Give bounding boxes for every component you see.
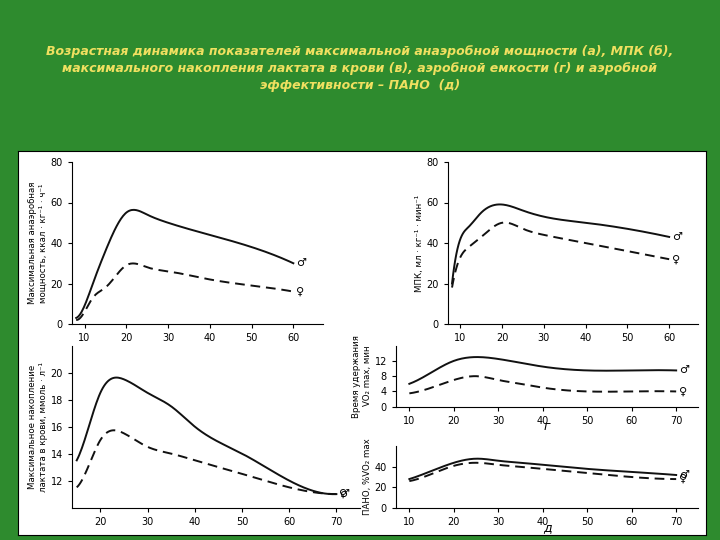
Text: ♂: ♂ (672, 232, 682, 242)
Text: ♀: ♀ (679, 474, 688, 484)
Text: ♀: ♀ (679, 387, 688, 396)
Y-axis label: Максимальное накопление
лактата в крови, ммоль · л⁻¹: Максимальное накопление лактата в крови,… (28, 362, 48, 491)
Text: Возрастная динамика показателей максимальной анаэробной мощности (а), МПК (б),
м: Возрастная динамика показателей максимал… (46, 44, 674, 92)
Text: ♂: ♂ (679, 366, 689, 375)
Text: ♂: ♂ (296, 258, 306, 268)
Y-axis label: МПК, мл · кг⁻¹ · мин⁻¹: МПК, мл · кг⁻¹ · мин⁻¹ (415, 194, 423, 292)
Text: ♀: ♀ (339, 489, 347, 499)
Text: а: а (194, 360, 201, 373)
Text: б: б (570, 360, 577, 373)
Text: ♂: ♂ (339, 489, 349, 499)
Y-axis label: ПАНО, %VO₂ max: ПАНО, %VO₂ max (363, 438, 372, 515)
Y-axis label: Время удержания
VO₂ max, мин: Время удержания VO₂ max, мин (352, 335, 372, 417)
Y-axis label: Максимальная анаэробная
мощность, ккал · кг⁻¹ · ч⁻¹: Максимальная анаэробная мощность, ккал ·… (28, 182, 48, 304)
Text: ♂: ♂ (679, 470, 689, 480)
Text: ♀: ♀ (672, 254, 680, 264)
Text: ♀: ♀ (296, 287, 304, 296)
Text: д: д (543, 521, 552, 534)
Text: г: г (544, 420, 551, 433)
